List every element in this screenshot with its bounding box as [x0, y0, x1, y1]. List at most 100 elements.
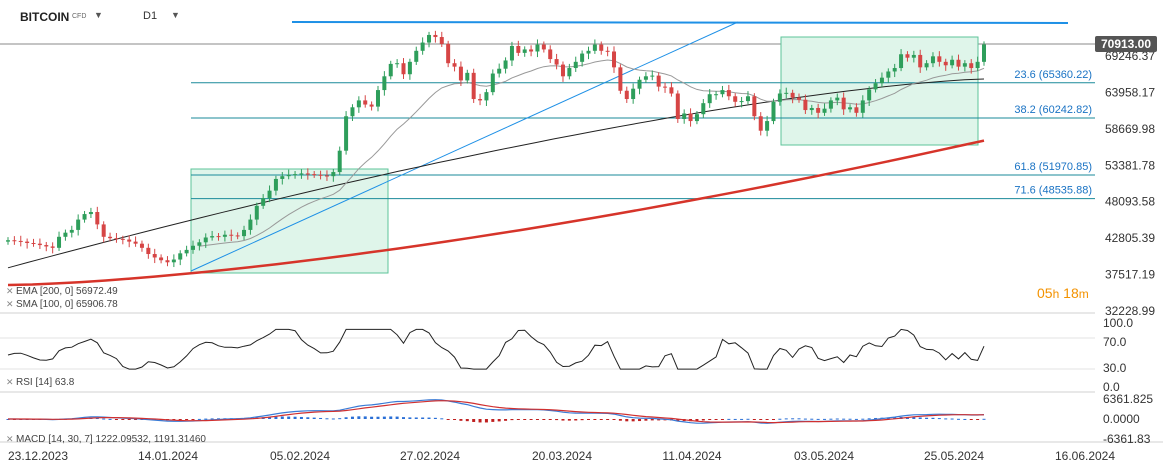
candle-body[interactable]	[937, 56, 942, 62]
candle-body[interactable]	[69, 229, 74, 233]
candle-body[interactable]	[484, 92, 489, 101]
candle-body[interactable]	[797, 97, 802, 100]
candle-body[interactable]	[950, 59, 955, 66]
candle-body[interactable]	[541, 44, 546, 50]
consolidation-box[interactable]	[780, 36, 979, 146]
candle-body[interactable]	[197, 242, 202, 246]
candle-body[interactable]	[395, 63, 400, 65]
timeframe-dropdown-icon[interactable]: ▼	[171, 10, 180, 20]
candle-body[interactable]	[286, 174, 291, 177]
candle-body[interactable]	[956, 59, 961, 67]
candle-body[interactable]	[305, 173, 310, 175]
candle-body[interactable]	[439, 37, 444, 44]
candle-body[interactable]	[535, 44, 540, 52]
candle-body[interactable]	[758, 116, 763, 131]
candle-body[interactable]	[930, 56, 935, 64]
candle-body[interactable]	[503, 60, 508, 69]
candle-body[interactable]	[682, 113, 687, 120]
candle-body[interactable]	[37, 243, 42, 246]
candle-body[interactable]	[726, 90, 731, 97]
candle-body[interactable]	[656, 75, 661, 87]
candle-body[interactable]	[222, 234, 227, 237]
candle-body[interactable]	[822, 108, 827, 113]
candle-body[interactable]	[694, 114, 699, 122]
candle-body[interactable]	[12, 240, 17, 242]
trend-line[interactable]	[190, 21, 739, 272]
candle-body[interactable]	[688, 113, 693, 122]
candle-body[interactable]	[573, 61, 578, 69]
candle-body[interactable]	[784, 92, 789, 94]
candle-body[interactable]	[114, 238, 119, 240]
candle-body[interactable]	[886, 71, 891, 78]
candle-body[interactable]	[203, 237, 208, 243]
candle-body[interactable]	[867, 89, 872, 101]
candle-body[interactable]	[465, 72, 470, 81]
candle-body[interactable]	[229, 234, 234, 236]
candle-body[interactable]	[165, 260, 170, 263]
candle-body[interactable]	[178, 253, 183, 260]
candle-body[interactable]	[982, 44, 986, 62]
candle-body[interactable]	[25, 241, 30, 244]
candle-body[interactable]	[873, 83, 878, 90]
candle-body[interactable]	[363, 100, 368, 105]
candle-body[interactable]	[918, 54, 923, 68]
candle-body[interactable]	[216, 236, 221, 238]
candle-body[interactable]	[854, 107, 859, 113]
candle-body[interactable]	[911, 54, 916, 58]
candle-body[interactable]	[6, 240, 10, 242]
candle-body[interactable]	[599, 44, 604, 51]
candle-body[interactable]	[522, 49, 527, 53]
resistance-line[interactable]	[291, 21, 1069, 24]
symbol-dropdown-icon[interactable]: ▼	[94, 10, 103, 20]
candle-body[interactable]	[248, 219, 253, 230]
candle-body[interactable]	[120, 238, 125, 240]
candle-body[interactable]	[752, 96, 757, 117]
candle-body[interactable]	[280, 176, 285, 179]
candle-body[interactable]	[809, 107, 814, 111]
candle-body[interactable]	[312, 174, 317, 176]
candle-body[interactable]	[44, 245, 49, 247]
candle-body[interactable]	[235, 235, 240, 237]
rsi-legend[interactable]: ✕ RSI [14] 63.8	[6, 377, 74, 388]
macd-legend[interactable]: ✕ MACD [14, 30, 7] 1222.09532, 1191.31460	[6, 434, 206, 445]
candle-body[interactable]	[388, 63, 393, 77]
timeframe-selector[interactable]: D1	[143, 10, 158, 22]
candle-body[interactable]	[458, 66, 463, 81]
candle-body[interactable]	[427, 34, 432, 43]
candle-body[interactable]	[612, 51, 617, 68]
candle-body[interactable]	[63, 232, 68, 237]
candle-body[interactable]	[739, 101, 744, 103]
candle-body[interactable]	[254, 205, 259, 220]
candle-body[interactable]	[548, 49, 553, 60]
candle-body[interactable]	[324, 175, 329, 177]
candle-body[interactable]	[350, 107, 355, 117]
candle-body[interactable]	[414, 50, 419, 62]
candle-body[interactable]	[650, 75, 655, 77]
candle-body[interactable]	[841, 97, 846, 110]
candle-body[interactable]	[618, 67, 623, 91]
candle-body[interactable]	[490, 73, 495, 93]
sma-legend[interactable]: ✕ SMA [100, 0] 65906.78	[6, 299, 118, 310]
candle-body[interactable]	[471, 72, 476, 100]
candle-body[interactable]	[567, 68, 572, 77]
candle-body[interactable]	[605, 50, 610, 52]
candle-body[interactable]	[273, 178, 278, 191]
candle-body[interactable]	[108, 236, 113, 239]
candle-body[interactable]	[127, 239, 132, 242]
candle-body[interactable]	[159, 257, 164, 261]
candle-body[interactable]	[580, 53, 585, 62]
candle-body[interactable]	[50, 246, 55, 248]
candle-body[interactable]	[57, 236, 62, 248]
candle-body[interactable]	[356, 100, 361, 108]
candle-body[interactable]	[76, 219, 81, 230]
candle-body[interactable]	[707, 94, 712, 104]
candle-body[interactable]	[95, 212, 100, 225]
candle-body[interactable]	[828, 100, 833, 109]
candle-body[interactable]	[962, 63, 967, 67]
candle-body[interactable]	[331, 172, 336, 177]
candle-body[interactable]	[892, 68, 897, 72]
candle-body[interactable]	[816, 107, 821, 113]
candle-body[interactable]	[745, 96, 750, 102]
candle-body[interactable]	[293, 174, 298, 176]
candle-body[interactable]	[592, 44, 597, 51]
